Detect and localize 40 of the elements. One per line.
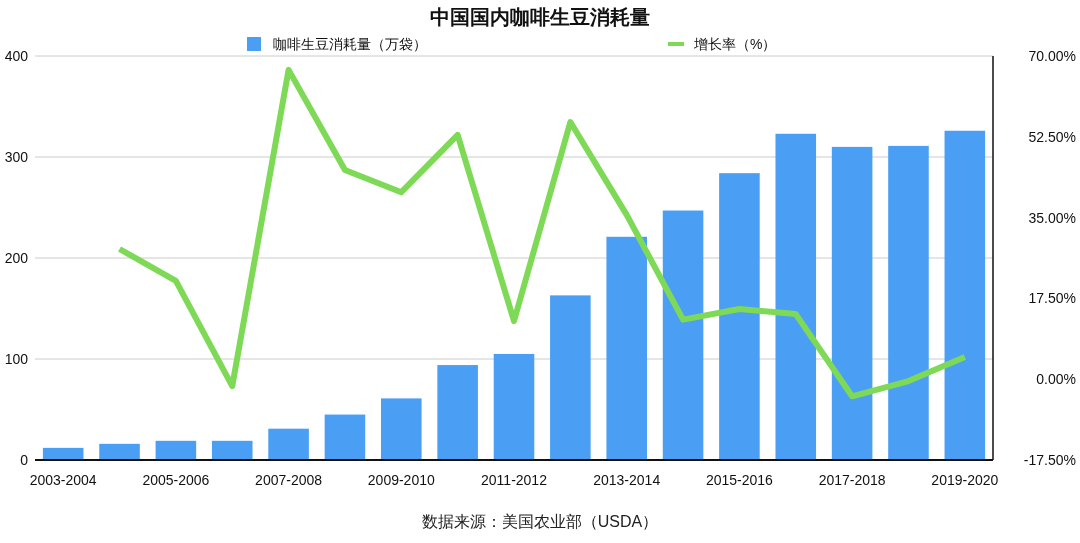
bar (719, 173, 760, 460)
bar (831, 146, 873, 460)
x-tick-label: 2003-2004 (29, 472, 97, 488)
y2-tick-label: 52.50% (1028, 128, 1076, 145)
x-tick-label: 2017-2018 (818, 472, 886, 488)
y-tick-label: 200 (4, 250, 29, 266)
bar (155, 440, 197, 460)
bar (606, 236, 647, 460)
bar (944, 130, 986, 460)
bar (888, 145, 929, 460)
x-tick-label: 2011-2012 (481, 472, 548, 488)
y-tick-label: 400 (4, 48, 29, 64)
y2-tick-label: 0.00% (1036, 371, 1076, 388)
legend-label: 咖啡生豆消耗量（万袋） (273, 36, 427, 52)
bar (99, 443, 140, 460)
bar (493, 353, 535, 460)
bar (662, 210, 704, 460)
bar (550, 295, 591, 460)
legend-label: 增长率（%） (693, 36, 777, 52)
y-tick-label: 100 (4, 351, 29, 367)
x-tick-label: 2009-2010 (367, 472, 435, 488)
x-tick-label: 2007-2008 (255, 472, 323, 488)
bar (324, 414, 366, 460)
x-tick-label: 2005-2006 (142, 472, 210, 488)
y-tick-label: 300 (4, 149, 29, 165)
y2-tick-label: 35.00% (1028, 209, 1076, 226)
x-tick-label: 2013-2014 (593, 472, 661, 488)
y2-tick-label: 17.50% (1028, 290, 1076, 307)
source-note: 数据来源：美国农业部（USDA） (421, 513, 659, 530)
bar (775, 133, 817, 460)
y2-tick-label: 70.00% (1028, 48, 1076, 64)
bar (437, 365, 478, 460)
y2-tick-label: -17.50% (1023, 452, 1076, 468)
y-tick-label: 0 (20, 452, 29, 468)
chart-title: 中国国内咖啡生豆消耗量 (430, 6, 650, 28)
bar (211, 440, 253, 460)
bar (381, 398, 422, 460)
x-tick-label: 2015-2016 (705, 472, 774, 488)
bar (268, 428, 309, 460)
x-tick-label: 2019-2020 (931, 472, 999, 488)
